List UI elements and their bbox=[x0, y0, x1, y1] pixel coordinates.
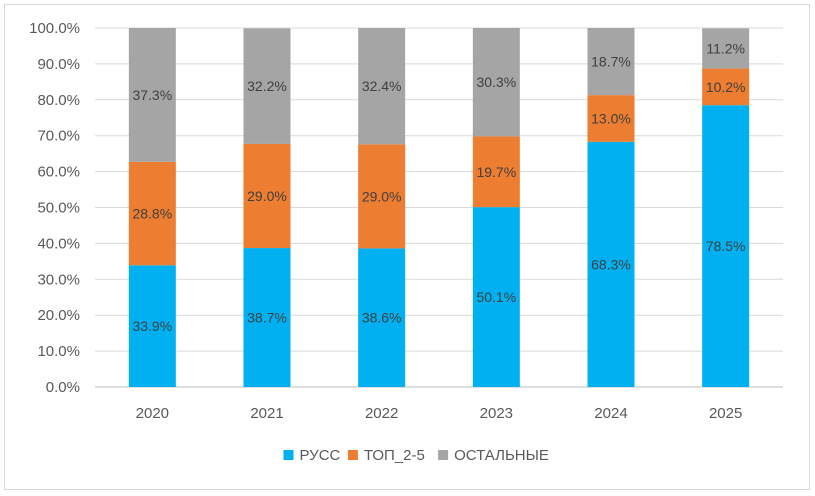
y-tick-label: 70.0% bbox=[37, 128, 80, 145]
bar-segment bbox=[128, 265, 176, 387]
bar-segment bbox=[702, 68, 750, 106]
bar-segment bbox=[702, 28, 750, 69]
data-label: 38.7% bbox=[247, 310, 287, 326]
data-label: 19.7% bbox=[476, 164, 516, 180]
data-label: 50.1% bbox=[476, 289, 516, 305]
bar-segment bbox=[587, 95, 635, 142]
data-label: 32.4% bbox=[362, 78, 402, 94]
data-label: 30.3% bbox=[476, 74, 516, 90]
y-tick-label: 60.0% bbox=[37, 164, 80, 181]
y-tick-label: 0.0% bbox=[46, 379, 80, 396]
data-label: 78.5% bbox=[706, 238, 746, 254]
x-tick-label: 2020 bbox=[136, 405, 169, 422]
data-label: 38.6% bbox=[362, 310, 402, 326]
bar-segment bbox=[128, 161, 176, 266]
y-tick-label: 100.0% bbox=[29, 20, 80, 37]
legend-swatch bbox=[438, 450, 449, 460]
y-tick-label: 50.0% bbox=[37, 200, 80, 217]
bar-segment bbox=[243, 143, 291, 249]
legend-label: ОСТАЛЬНЫЕ bbox=[454, 447, 549, 464]
bar-segment bbox=[243, 28, 291, 144]
x-tick-label: 2021 bbox=[250, 405, 283, 422]
data-label: 37.3% bbox=[132, 87, 172, 103]
y-tick-label: 90.0% bbox=[37, 56, 80, 73]
data-label: 68.3% bbox=[591, 256, 631, 272]
data-label: 32.2% bbox=[247, 78, 287, 94]
legend-label: ТОП_2-5 bbox=[364, 447, 425, 464]
data-label: 33.9% bbox=[132, 318, 172, 334]
y-tick-label: 30.0% bbox=[37, 271, 80, 288]
y-tick-label: 10.0% bbox=[37, 343, 80, 360]
y-tick-label: 20.0% bbox=[37, 307, 80, 324]
x-tick-label: 2023 bbox=[480, 405, 513, 422]
bar-segment bbox=[472, 207, 520, 387]
bar-segment bbox=[128, 28, 176, 162]
legend-label: РУСС bbox=[300, 447, 341, 464]
y-tick-label: 40.0% bbox=[37, 235, 80, 252]
bar-segment bbox=[702, 105, 750, 387]
data-label: 28.8% bbox=[132, 206, 172, 222]
legend-swatch bbox=[347, 450, 358, 460]
y-tick-label: 80.0% bbox=[37, 92, 80, 109]
data-label: 29.0% bbox=[362, 188, 402, 204]
bar-segment bbox=[358, 144, 406, 249]
bar-segment bbox=[587, 141, 635, 387]
bar-segment bbox=[472, 136, 520, 208]
data-label: 18.7% bbox=[591, 54, 631, 70]
bar-segment bbox=[587, 28, 635, 96]
data-label: 13.0% bbox=[591, 110, 631, 126]
bar-segment bbox=[358, 28, 406, 145]
x-tick-label: 2024 bbox=[594, 405, 627, 422]
legend-swatch bbox=[283, 450, 294, 460]
bar-segment bbox=[472, 28, 520, 137]
bar-segment bbox=[358, 248, 406, 387]
bar-segment bbox=[243, 248, 291, 387]
data-label: 10.2% bbox=[706, 79, 746, 95]
x-tick-label: 2022 bbox=[365, 405, 398, 422]
data-label: 29.0% bbox=[247, 188, 287, 204]
data-label: 11.2% bbox=[706, 40, 745, 56]
x-tick-label: 2025 bbox=[709, 405, 742, 422]
